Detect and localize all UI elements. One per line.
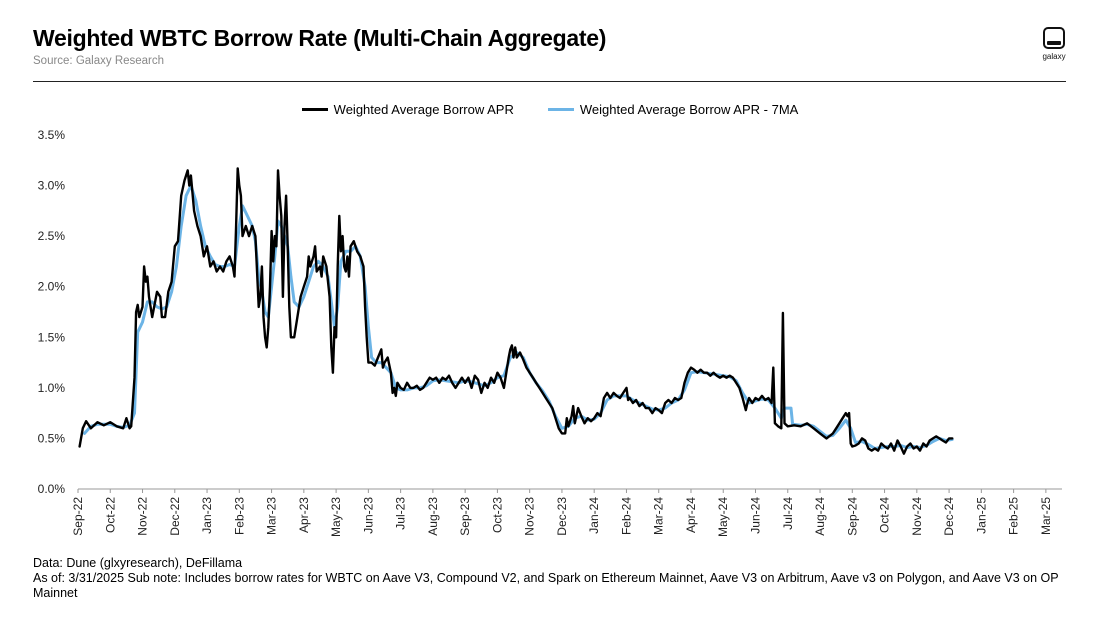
x-tick-label: Jul-23 xyxy=(394,497,408,530)
chart-subtitle: Source: Galaxy Research xyxy=(33,55,165,67)
x-tick-label: Feb-25 xyxy=(1007,497,1021,535)
x-tick-label: Oct-23 xyxy=(490,497,504,533)
x-tick-label: Sep-24 xyxy=(845,497,859,536)
footnote: Data: Dune (glxyresearch), DeFillama As … xyxy=(33,556,1073,601)
legend-item-7ma: Weighted Average Borrow APR - 7MA xyxy=(547,102,799,117)
y-tick-label: 2.0% xyxy=(38,280,66,294)
x-tick-label: May-24 xyxy=(716,497,730,537)
legend-label-7ma: Weighted Average Borrow APR - 7MA xyxy=(579,102,799,117)
x-tick-label: Sep-22 xyxy=(71,497,85,536)
x-tick-label: Oct-24 xyxy=(878,497,892,533)
logo-text: galaxy xyxy=(1042,52,1066,61)
y-tick-label: 1.5% xyxy=(38,330,66,344)
y-tick-label: 3.0% xyxy=(38,179,66,193)
x-tick-label: Dec-23 xyxy=(555,497,569,536)
x-tick-label: Nov-23 xyxy=(523,497,537,536)
x-tick-label: Jul-24 xyxy=(781,497,795,530)
x-tick-label: Jun-24 xyxy=(749,497,763,534)
x-tick-label: Feb-23 xyxy=(232,497,246,535)
x-tick-label: Dec-22 xyxy=(168,497,182,536)
x-tick-label: Apr-23 xyxy=(297,497,311,533)
y-tick-label: 0.5% xyxy=(38,431,66,445)
x-tick-label: Sep-23 xyxy=(458,497,472,536)
x-tick-label: Aug-24 xyxy=(813,497,827,536)
x-tick-label: May-23 xyxy=(329,497,343,537)
galaxy-logo: galaxy xyxy=(1039,27,1069,61)
x-tick-label: Mar-23 xyxy=(265,497,279,535)
y-tick-label: 2.5% xyxy=(38,229,66,243)
legend-item-apr: Weighted Average Borrow APR xyxy=(301,102,514,117)
x-tick-label: Jan-23 xyxy=(200,497,214,534)
x-tick-label: Aug-23 xyxy=(426,497,440,536)
footnote-data-source: Data: Dune (glxyresearch), DeFillama xyxy=(33,556,243,570)
header-divider xyxy=(33,81,1066,82)
footnote-sub-note: As of: 3/31/2025 Sub note: Includes borr… xyxy=(33,571,1059,600)
chart-title: Weighted WBTC Borrow Rate (Multi-Chain A… xyxy=(33,25,607,51)
x-tick-label: Jan-24 xyxy=(587,497,601,534)
galaxy-logo-icon xyxy=(1043,27,1065,49)
series-line-7ma xyxy=(83,184,954,450)
legend-swatch-7ma xyxy=(547,108,574,111)
x-tick-label: Feb-24 xyxy=(619,497,633,535)
x-tick-label: Mar-25 xyxy=(1039,497,1053,535)
legend-swatch-apr xyxy=(301,108,328,111)
x-tick-label: Nov-22 xyxy=(136,497,150,536)
x-tick-label: Jan-25 xyxy=(974,497,988,534)
x-tick-label: Apr-24 xyxy=(684,497,698,533)
y-tick-label: 0.0% xyxy=(38,482,66,496)
legend-label-apr: Weighted Average Borrow APR xyxy=(333,102,514,117)
y-tick-label: 3.5% xyxy=(38,128,66,142)
x-tick-label: Oct-22 xyxy=(103,497,117,533)
x-tick-label: Dec-24 xyxy=(942,497,956,536)
x-tick-label: Nov-24 xyxy=(910,497,924,536)
series-line-apr xyxy=(78,167,954,455)
y-tick-label: 1.0% xyxy=(38,381,66,395)
legend: Weighted Average Borrow APR Weighted Ave… xyxy=(0,102,1100,117)
x-tick-label: Mar-24 xyxy=(652,497,666,535)
x-tick-label: Jun-23 xyxy=(361,497,375,534)
